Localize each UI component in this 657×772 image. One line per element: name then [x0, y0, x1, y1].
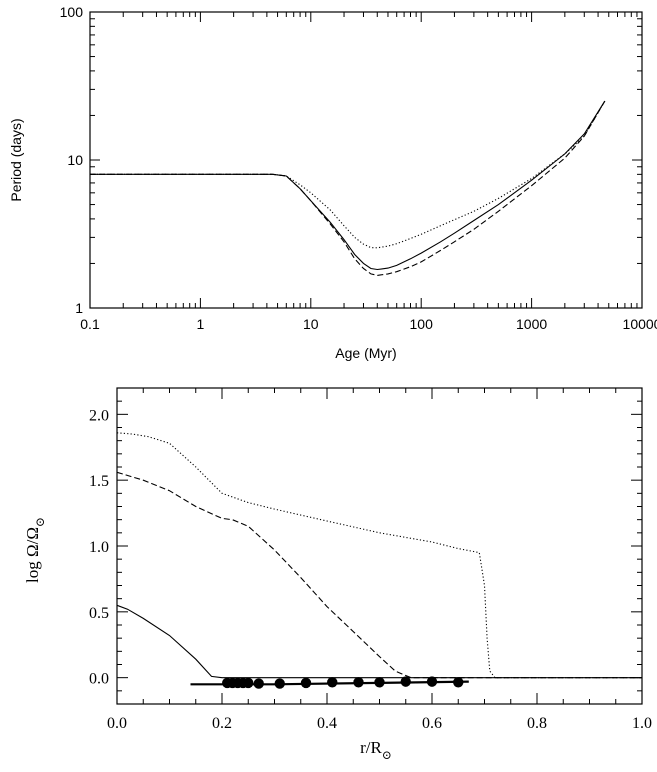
bottom-ticks: [116, 387, 643, 705]
top-x-axis-label: Age (Myr): [335, 345, 396, 361]
bottom-data-point: [253, 678, 264, 689]
top-y-tick-label: 1: [75, 300, 83, 316]
top-x-tick-label: 100: [410, 316, 434, 332]
rotation-profile-chart: 0.0 0.2 0.4 0.6 0.8 1.0 0.0 0.5 1.0 1.5 2.0 r/R⊙ l…: [23, 387, 652, 762]
period-age-chart: 0.1110100100010000110100 Age (Myr) Perio…: [8, 4, 657, 361]
top-x-tick-label: 10: [303, 316, 319, 332]
bottom-series-line-dotted: [116, 432, 642, 679]
bottom-x-tick-label: 0.8: [527, 715, 547, 732]
bottom-data-point: [400, 676, 411, 687]
bottom-y-tick-label: 0.0: [89, 671, 109, 688]
bottom-x-tick-label: 0.0: [107, 715, 127, 732]
bottom-x-tick-label: 1.0: [632, 715, 652, 732]
top-series-group: [90, 100, 606, 276]
bottom-x-tick-label: 0.6: [422, 715, 442, 732]
top-x-tick-label: 1: [197, 316, 205, 332]
top-plot-frame: [89, 11, 643, 309]
bottom-data-point: [243, 677, 254, 689]
bottom-data-point: [300, 677, 312, 689]
bottom-data-point: [453, 677, 464, 688]
bottom-data-point: [327, 677, 338, 688]
bottom-x-axis-label: r/R⊙: [360, 738, 392, 762]
bottom-y-axis-label: log Ω/Ω⊙: [23, 517, 47, 583]
top-tick-labels: 0.1110100100010000110100: [60, 4, 657, 332]
bottom-data-point: [426, 676, 438, 687]
bottom-y-tick-label: 1.5: [89, 473, 109, 490]
bottom-data-point: [274, 678, 285, 689]
bottom-y-tick-label: 1.0: [89, 539, 109, 556]
top-y-axis-label: Period (days): [8, 118, 24, 201]
top-series-line-solid: [90, 100, 606, 271]
bottom-series-group: [116, 432, 642, 689]
top-y-tick-label: 10: [67, 152, 83, 168]
top-x-tick-label: 0.1: [80, 316, 100, 332]
top-series-line-dashed: [90, 100, 606, 276]
bottom-x-tick-label: 0.2: [212, 715, 232, 732]
bottom-y-tick-label: 0.5: [89, 605, 109, 622]
bottom-series-line-solid: [116, 604, 642, 679]
bottom-x-tick-label: 0.4: [317, 715, 337, 732]
bottom-tick-labels: 0.0 0.2 0.4 0.6 0.8 1.0 0.0 0.5 1.0 1.5 2.0: [89, 407, 652, 732]
bottom-series-line-dashed: [116, 471, 642, 679]
bottom-data-point: [374, 677, 385, 688]
top-ticks: [89, 12, 642, 309]
top-x-tick-label: 10000: [623, 316, 657, 332]
bottom-data-point: [353, 677, 364, 688]
bottom-y-tick-label: 2.0: [89, 407, 109, 424]
top-series-line-dotted: [90, 100, 606, 249]
top-y-tick-label: 100: [60, 4, 84, 20]
top-x-tick-label: 1000: [516, 316, 547, 332]
